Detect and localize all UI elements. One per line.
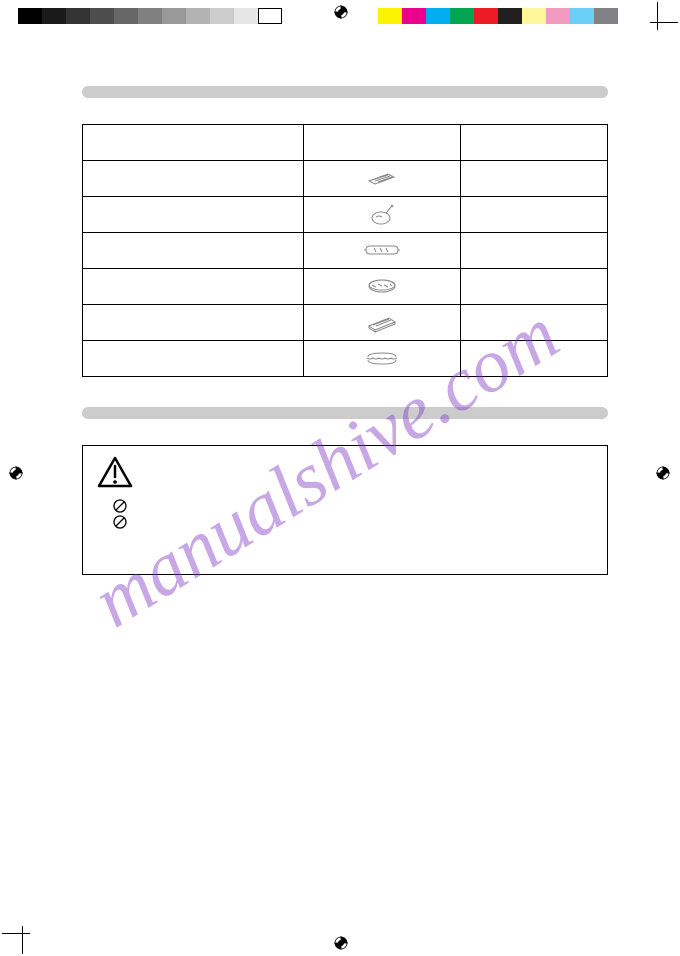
table-cell <box>461 269 608 305</box>
table-row <box>83 161 608 197</box>
table-row <box>83 197 608 233</box>
table-cell <box>83 233 304 269</box>
table-cell <box>303 125 461 161</box>
table-cell <box>83 197 304 233</box>
table-cell <box>461 161 608 197</box>
section-header-bar-2 <box>82 407 608 419</box>
burger-icon <box>303 269 461 305</box>
table-cell <box>461 197 608 233</box>
table-cell <box>83 341 304 377</box>
table-cell <box>461 233 608 269</box>
cooking-table <box>82 124 608 377</box>
color-strip <box>378 8 618 24</box>
grayscale-strip <box>18 8 282 24</box>
registration-mark-left <box>9 466 23 480</box>
registration-mark-right <box>656 466 670 480</box>
table-cell <box>461 125 608 161</box>
table-cell <box>83 125 304 161</box>
sandwich-icon <box>303 341 461 377</box>
table-row <box>83 233 608 269</box>
table-cell <box>83 161 304 197</box>
sausage-icon <box>303 233 461 269</box>
warning-triangle-icon <box>97 456 593 493</box>
registration-mark-top <box>334 5 348 19</box>
table-row <box>83 269 608 305</box>
table-cell <box>461 305 608 341</box>
table-header-row <box>83 125 608 161</box>
chicken-icon <box>303 197 461 233</box>
toast-icon <box>303 305 461 341</box>
registration-mark-bottom <box>334 936 348 950</box>
warning-box <box>82 445 608 575</box>
crop-mark-tr <box>648 2 678 32</box>
table-row <box>83 305 608 341</box>
panini-icon <box>303 161 461 197</box>
prohibition-icon <box>113 515 593 529</box>
crop-mark-bl <box>2 924 32 954</box>
table-row <box>83 341 608 377</box>
table-cell <box>83 305 304 341</box>
table-cell <box>461 341 608 377</box>
table-cell <box>83 269 304 305</box>
section-header-bar-1 <box>82 86 608 98</box>
prohibition-icon <box>113 499 593 513</box>
page-content <box>82 86 608 575</box>
